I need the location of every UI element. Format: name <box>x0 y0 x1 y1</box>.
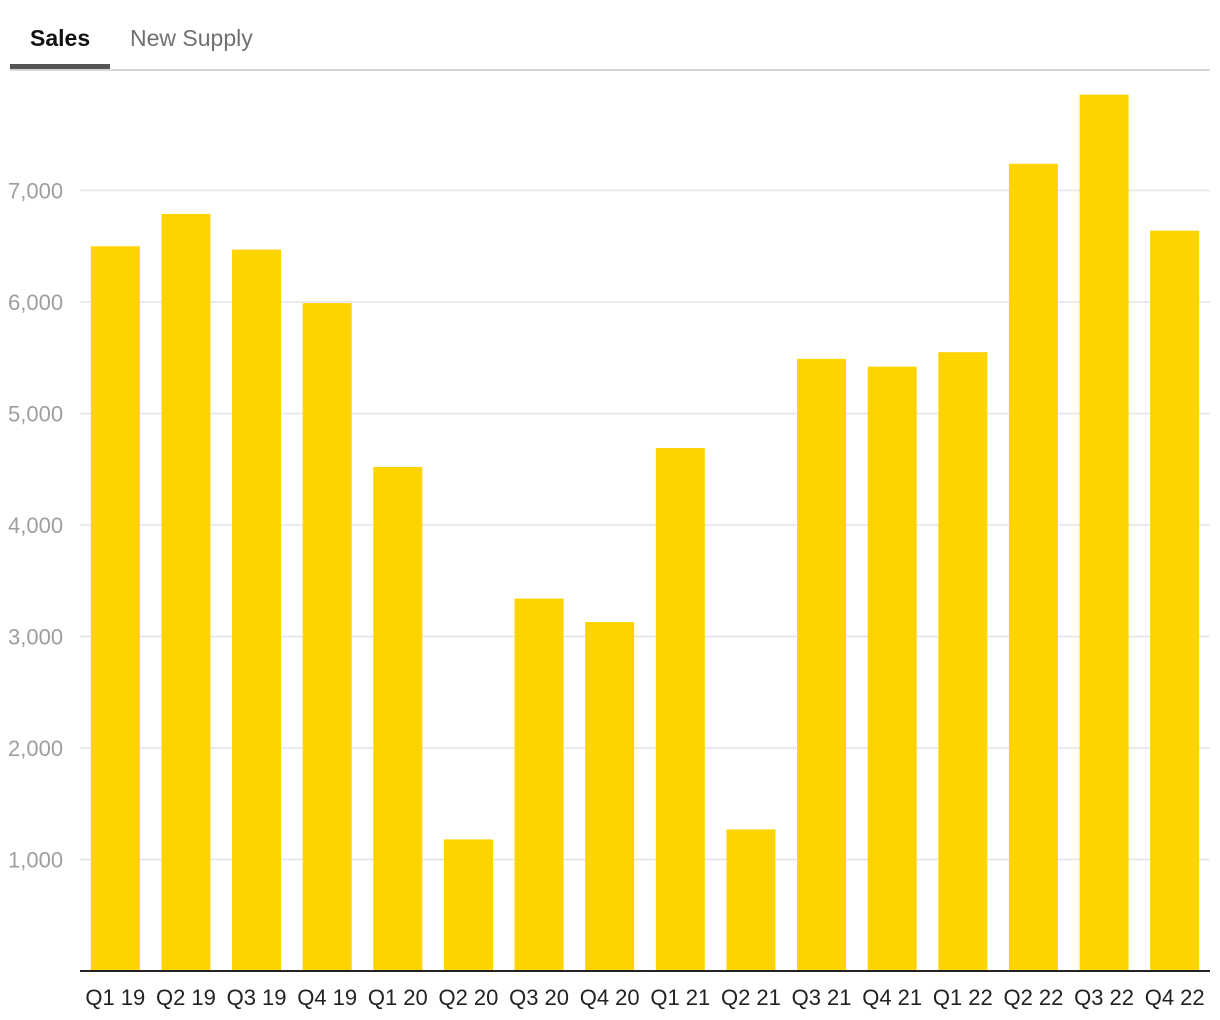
x-tick-label: Q1 20 <box>368 985 428 1010</box>
y-tick-label: 4,000 <box>8 513 63 538</box>
y-tick-label: 2,000 <box>8 736 63 761</box>
bar <box>232 249 282 972</box>
bar <box>443 839 493 971</box>
bar <box>938 352 988 971</box>
x-tick-label: Q2 19 <box>156 985 216 1010</box>
y-tick-label: 1,000 <box>8 848 63 873</box>
x-tick-label: Q2 21 <box>721 985 781 1010</box>
bar <box>585 622 635 971</box>
bar <box>161 213 211 972</box>
tab-new-supply[interactable]: New Supply <box>130 25 253 51</box>
x-tick-label: Q3 19 <box>227 985 287 1010</box>
x-axis-ticks: Q1 19 Q2 19 Q3 19 Q4 19 Q1 20 Q2 20 Q3 20 Q4 20… <box>85 985 1204 1010</box>
bar <box>867 366 917 971</box>
x-tick-label: Q3 20 <box>509 985 569 1010</box>
bars <box>90 94 1200 972</box>
tab-sales[interactable]: Sales <box>30 25 91 51</box>
x-tick-label: Q4 21 <box>862 985 922 1010</box>
y-tick-label: 6,000 <box>8 290 63 315</box>
y-axis-ticks: 1,000 2,000 3,000 4,000 5,000 6,000 7,000 <box>8 179 63 873</box>
tab-bar: Sales New Supply <box>10 0 1210 71</box>
x-tick-label: Q3 22 <box>1074 985 1134 1010</box>
bar <box>302 303 352 971</box>
bar <box>1150 230 1200 971</box>
bar <box>1079 94 1129 972</box>
bar <box>373 467 423 971</box>
bar <box>1008 163 1058 972</box>
bar <box>90 246 140 971</box>
y-tick-label: 7,000 <box>8 179 63 204</box>
x-tick-label: Q3 21 <box>792 985 852 1010</box>
bar <box>797 358 847 971</box>
y-tick-label: 3,000 <box>8 625 63 650</box>
y-tick-label: 5,000 <box>8 402 63 427</box>
x-tick-label: Q1 21 <box>650 985 710 1010</box>
bar <box>514 598 564 971</box>
x-tick-label: Q1 19 <box>85 985 145 1010</box>
x-tick-label: Q4 19 <box>297 985 357 1010</box>
x-tick-label: Q2 20 <box>438 985 498 1010</box>
x-tick-label: Q2 22 <box>1003 985 1063 1010</box>
x-tick-label: Q4 22 <box>1145 985 1205 1010</box>
bar <box>655 448 705 971</box>
active-tab-indicator <box>10 64 110 69</box>
bar <box>726 829 776 971</box>
x-tick-label: Q4 20 <box>580 985 640 1010</box>
x-tick-label: Q1 22 <box>933 985 993 1010</box>
